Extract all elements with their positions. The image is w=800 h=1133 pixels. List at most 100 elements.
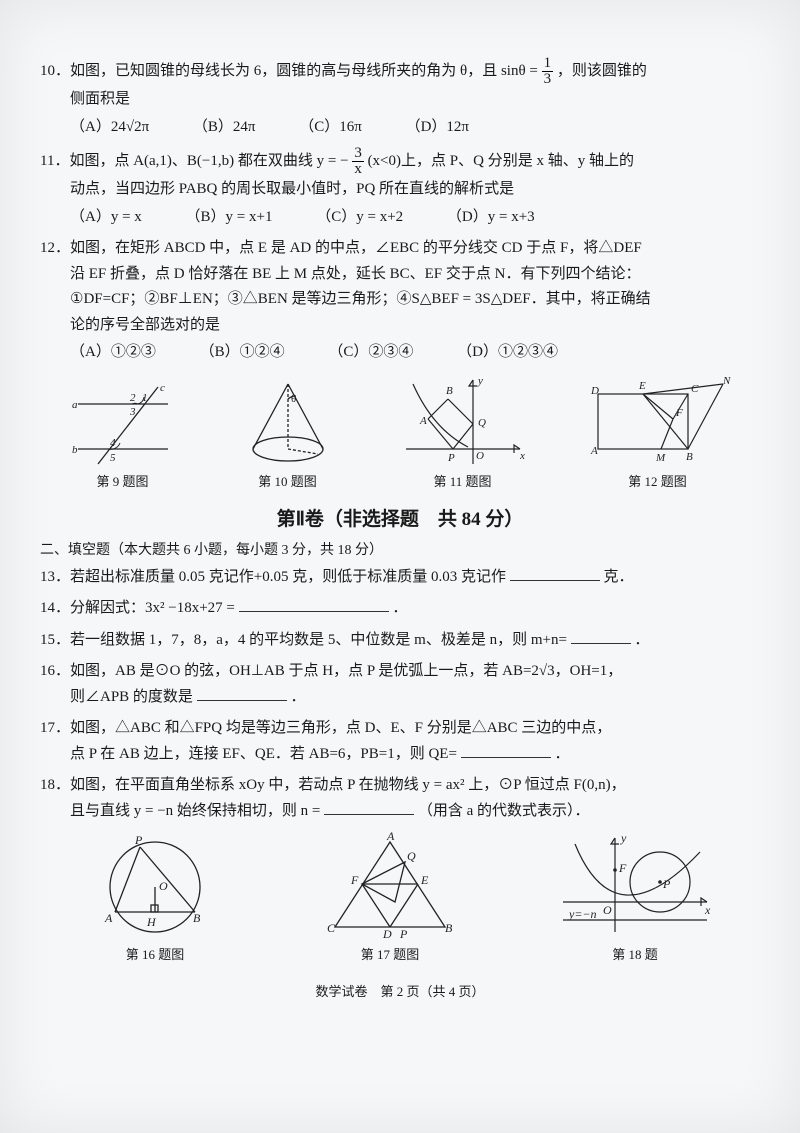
q18-a: 18．如图，在平面直角坐标系 xOy 中，若动点 P 在抛物线 y = ax² … bbox=[40, 777, 626, 793]
fig-18: xy O F P y=−n 第 18 题 bbox=[555, 832, 715, 963]
question-11: 11．如图，点 A(a,1)、B(−1,b) 都在双曲线 y = − 3 x (… bbox=[40, 146, 760, 230]
opt-12b: （B）①②④ bbox=[200, 340, 285, 366]
svg-text:y: y bbox=[620, 832, 627, 845]
q16-c: ． bbox=[290, 689, 305, 705]
svg-text:A: A bbox=[386, 832, 395, 843]
svg-text:P: P bbox=[399, 927, 408, 941]
q15-b: ． bbox=[634, 632, 649, 648]
svg-text:O: O bbox=[159, 879, 168, 893]
fig9-svg: a b c 12 3 4 5 bbox=[68, 379, 178, 469]
q13-a: 13．若超出标准质量 0.05 克记作+0.05 克，则低于标准质量 0.03 … bbox=[40, 569, 506, 585]
part2-sub: 二、填空题（本大题共 6 小题，每小题 3 分，共 18 分） bbox=[40, 539, 760, 559]
fig11-svg: xy AB PQ O bbox=[398, 374, 528, 469]
part2-title: 第Ⅱ卷（非选择题 共 84 分） bbox=[40, 504, 760, 531]
q11-text-c: 动点，当四边形 PABQ 的周长取最小值时，PQ 所在直线的解析式是 bbox=[40, 181, 514, 197]
fig11-label: 第 11 题图 bbox=[398, 471, 528, 490]
fig-10: θ 第 10 题图 bbox=[233, 374, 343, 490]
svg-text:C: C bbox=[327, 921, 336, 935]
svg-text:b: b bbox=[72, 444, 78, 456]
blank-15 bbox=[571, 628, 631, 644]
blank-18 bbox=[324, 799, 414, 815]
svg-text:B: B bbox=[445, 921, 453, 935]
fig-17: ACB FE DP Q 第 17 题图 bbox=[315, 832, 465, 963]
opt-10c: （C）16π bbox=[299, 115, 362, 141]
svg-text:4: 4 bbox=[110, 437, 116, 449]
q10-frac: 1 3 bbox=[542, 56, 554, 87]
q15-a: 15．若一组数据 1，7，8，a，4 的平均数是 5、中位数是 m、极差是 n，… bbox=[40, 632, 567, 648]
fig-9: a b c 12 3 4 5 第 9 题图 bbox=[68, 379, 178, 490]
svg-text:1: 1 bbox=[142, 392, 148, 404]
fig18-svg: xy O F P y=−n bbox=[555, 832, 715, 942]
svg-text:B: B bbox=[193, 911, 201, 925]
question-16: 16．如图，AB 是⊙O 的弦，OH⊥AB 于点 H，点 P 是优弧上一点，若 … bbox=[40, 659, 760, 710]
q12-l2: 沿 EF 折叠，点 D 恰好落在 BE 上 M 点处，延长 BC、EF 交于点 … bbox=[40, 266, 640, 282]
svg-text:B: B bbox=[446, 385, 453, 397]
opt-10d: （D）12π bbox=[406, 115, 469, 141]
q11-frac: 3 x bbox=[352, 146, 364, 177]
svg-text:P: P bbox=[662, 877, 671, 891]
q11-text-a: 11．如图，点 A(a,1)、B(−1,b) 都在双曲线 y = − bbox=[40, 153, 349, 169]
fig10-label: 第 10 题图 bbox=[233, 471, 343, 490]
svg-text:A: A bbox=[590, 445, 598, 457]
q10-text-b: ，则该圆锥的 bbox=[557, 63, 647, 79]
opt-12d: （D）①②③④ bbox=[457, 340, 558, 366]
blank-14 bbox=[239, 596, 389, 612]
svg-text:5: 5 bbox=[110, 452, 116, 464]
svg-text:c: c bbox=[160, 382, 165, 394]
svg-text:F: F bbox=[675, 407, 683, 419]
question-14: 14．分解因式：3x² −18x+27 = ． bbox=[40, 596, 760, 622]
fig16-svg: AB PO H bbox=[85, 832, 225, 942]
fig18-label: 第 18 题 bbox=[555, 944, 715, 963]
svg-text:C: C bbox=[691, 383, 699, 395]
q13-b: 克． bbox=[603, 569, 633, 585]
figure-row-2: AB PO H 第 16 题图 ACB FE DP Q 第 17 题图 bbox=[40, 832, 760, 963]
figure-row-1: a b c 12 3 4 5 第 9 题图 bbox=[40, 374, 760, 490]
q10-options: （A）24√2π （B）24π （C）16π （D）12π bbox=[40, 115, 760, 141]
q12-options: （A）①②③ （B）①②④ （C）②③④ （D）①②③④ bbox=[40, 340, 760, 366]
blank-17 bbox=[461, 742, 551, 758]
fig16-label: 第 16 题图 bbox=[85, 944, 225, 963]
q18-c: （用含 a 的代数式表示）． bbox=[418, 803, 590, 819]
opt-12c: （C）②③④ bbox=[328, 340, 413, 366]
svg-text:P: P bbox=[447, 452, 455, 464]
q17-b: 点 P 在 AB 边上，连接 EF、QE．若 AB=6，PB=1，则 QE= bbox=[40, 746, 457, 762]
svg-text:2: 2 bbox=[130, 392, 136, 404]
svg-text:3: 3 bbox=[129, 406, 136, 418]
q12-l1: 12．如图，在矩形 ABCD 中，点 E 是 AD 的中点，∠EBC 的平分线交… bbox=[40, 240, 642, 256]
svg-text:Q: Q bbox=[407, 849, 416, 863]
question-10: 10．如图，已知圆锥的母线长为 6，圆锥的高与母线所夹的角为 θ，且 sinθ … bbox=[40, 56, 760, 140]
q17-a: 17．如图，△ABC 和△FPQ 均是等边三角形，点 D、E、F 分别是△ABC… bbox=[40, 720, 611, 736]
exam-page: 10．如图，已知圆锥的母线长为 6，圆锥的高与母线所夹的角为 θ，且 sinθ … bbox=[0, 0, 800, 1133]
svg-text:H: H bbox=[146, 915, 157, 929]
svg-text:D: D bbox=[382, 927, 392, 941]
page-footer: 数学试卷 第 2 页（共 4 页） bbox=[40, 981, 760, 1000]
svg-text:Q: Q bbox=[478, 417, 486, 429]
svg-text:F: F bbox=[350, 873, 359, 887]
q10-text-a: 10．如图，已知圆锥的母线长为 6，圆锥的高与母线所夹的角为 θ，且 sinθ … bbox=[40, 63, 538, 79]
svg-text:x: x bbox=[704, 903, 711, 917]
fig-16: AB PO H 第 16 题图 bbox=[85, 832, 225, 963]
q18-b: 且与直线 y = −n 始终保持相切，则 n = bbox=[40, 803, 320, 819]
svg-text:N: N bbox=[722, 375, 731, 387]
q12-l3: ①DF=CF；②BF⊥EN；③△BEN 是等边三角形；④S△BEF = 3S△D… bbox=[40, 291, 651, 307]
blank-16 bbox=[197, 685, 287, 701]
opt-10b: （B）24π bbox=[193, 115, 256, 141]
q11-options: （A）y = x （B）y = x+1 （C）y = x+2 （D）y = x+… bbox=[40, 205, 760, 231]
opt-11b: （B）y = x+1 bbox=[186, 205, 273, 231]
svg-text:O: O bbox=[476, 450, 484, 462]
svg-text:F: F bbox=[618, 861, 627, 875]
opt-11d: （D）y = x+3 bbox=[447, 205, 535, 231]
q17-c: ． bbox=[554, 746, 569, 762]
q16-a: 16．如图，AB 是⊙O 的弦，OH⊥AB 于点 H，点 P 是优弧上一点，若 … bbox=[40, 663, 622, 679]
fig-11: xy AB PQ O 第 11 题图 bbox=[398, 374, 528, 490]
svg-text:D: D bbox=[590, 385, 599, 397]
svg-text:y=−n: y=−n bbox=[568, 907, 597, 921]
q11-text-b: (x<0)上，点 P、Q 分别是 x 轴、y 轴上的 bbox=[368, 153, 634, 169]
q10-text-c: 侧面积是 bbox=[40, 91, 130, 107]
fig17-label: 第 17 题图 bbox=[315, 944, 465, 963]
svg-text:E: E bbox=[638, 380, 646, 392]
opt-12a: （A）①②③ bbox=[70, 340, 156, 366]
svg-text:A: A bbox=[419, 415, 427, 427]
opt-11c: （C）y = x+2 bbox=[316, 205, 403, 231]
svg-text:B: B bbox=[686, 451, 693, 463]
